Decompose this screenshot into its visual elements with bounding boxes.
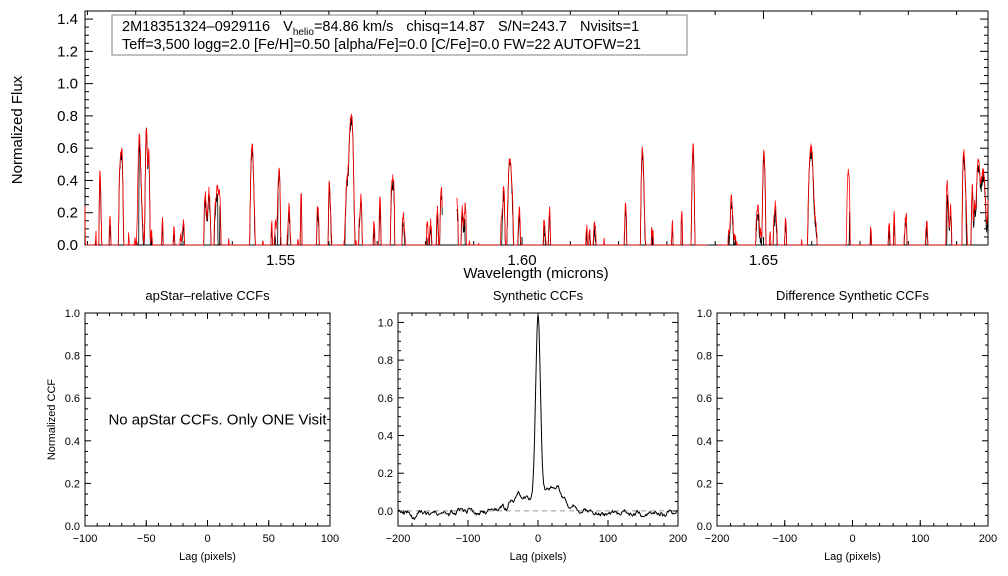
spectrum-y-tick-label: 0.0 xyxy=(57,237,78,254)
ccf-y-tick-label: 0.6 xyxy=(65,393,80,405)
spectrum-x-axis-label: Wavelength (microns) xyxy=(463,265,608,282)
spectrum-y-tick-label: 0.8 xyxy=(57,108,78,125)
ccf-y-tick-label: 1.0 xyxy=(378,317,393,329)
spectrum-x-tick-label: 1.55 xyxy=(266,252,295,269)
ccf-x-tick-label: 200 xyxy=(669,533,687,545)
ccf-y-tick-label: 0.0 xyxy=(378,506,393,518)
ccf-x-tick-label: −200 xyxy=(705,533,730,545)
ccf-y-tick-label: 0.4 xyxy=(65,436,80,448)
ccf-y-tick-label: 1.0 xyxy=(697,308,712,320)
header-object-id: 2M18351324–0929116 xyxy=(122,19,270,35)
ccf-x-tick-label: 0 xyxy=(204,533,210,545)
ccf-y-tick-label: 1.0 xyxy=(65,308,80,320)
ccf-x-axis-label: Lag (pixels) xyxy=(179,551,236,563)
ccf-x-axis-label: Lag (pixels) xyxy=(824,551,881,563)
spectrum-y-tick-label: 0.4 xyxy=(57,172,78,189)
ccf-panel-3: Difference Synthetic CCFs 0.0 0.2 0.4 0.6 0.8… xyxy=(697,288,997,563)
ccf-panel-title: Synthetic CCFs xyxy=(493,288,584,303)
spectrum-x-tick-label: 1.65 xyxy=(749,252,778,269)
header-vhelio-subscript: helio xyxy=(293,27,315,38)
spectrum-panel: 0.0 0.2 0.4 0.6 0.8 1.0 1.2 1.4 1.55 1.60 1.65 Nor… xyxy=(9,10,989,282)
ccf-x-tick-label: 100 xyxy=(911,533,929,545)
ccf-x-tick-label: 100 xyxy=(321,533,339,545)
ccf-empty-message: No apStar CCFs. Only ONE Visit xyxy=(108,412,327,429)
ccf-y-tick-label: 0.4 xyxy=(697,436,712,448)
ccf-panel-1: apStar–relative CCFs 0.0 0.2 0.4 0.6 0.8 1.0 −1… xyxy=(46,288,339,563)
ccf-x-axis-label: Lag (pixels) xyxy=(510,551,567,563)
ccf-x-tick-label: −100 xyxy=(456,533,481,545)
ccf-x-tick-label: −50 xyxy=(137,533,156,545)
header-vhelio-value: =84.86 km/s xyxy=(314,19,393,35)
ccf-y-tick-label: 0.8 xyxy=(378,355,393,367)
spectrum-y-tick-label: 1.2 xyxy=(57,43,78,60)
header-nvisits: Nvisits=1 xyxy=(580,19,639,35)
spectrum-y-tick-label: 1.4 xyxy=(57,11,78,28)
ccf-panel-2: Synthetic CCFs 0.0 0.2 0.4 0.6 0.8 1.0 −200 −100… xyxy=(378,288,687,563)
spectrum-y-tick-label: 0.2 xyxy=(57,205,78,222)
ccf-panel-frame xyxy=(716,312,989,527)
header-info-box: 2M18351324–0929116 Vhelio=84.86 km/s chi… xyxy=(111,14,688,56)
ccf-y-tick-label: 0.4 xyxy=(378,431,393,443)
ccf-x-tick-label: −100 xyxy=(772,533,797,545)
ccf-synthetic-trace xyxy=(397,315,679,520)
ccf-x-tick-label: −200 xyxy=(386,533,411,545)
ccf-y-tick-label: 0.2 xyxy=(378,468,393,480)
ccf-y-tick-label: 0.6 xyxy=(697,393,712,405)
ccf-x-tick-label: 0 xyxy=(535,533,541,545)
spectrum-curves xyxy=(84,113,989,246)
spectrum-y-axis-label: Normalized Flux xyxy=(9,75,26,184)
header-chisq: chisq=14.87 xyxy=(406,19,485,35)
ccf-y-tick-label: 0.2 xyxy=(697,478,712,490)
ccf-y-tick-label: 0.0 xyxy=(697,521,712,533)
spectrum-y-tick-label: 1.0 xyxy=(57,76,78,93)
ccf-panels-row: apStar–relative CCFs 0.0 0.2 0.4 0.6 0.8 1.0 −1… xyxy=(46,288,997,563)
header-snr: S/N=243.7 xyxy=(498,19,567,35)
header-vhelio-label: V xyxy=(283,19,293,35)
ccf-x-tick-label: 100 xyxy=(599,533,617,545)
spectrum-model-trace xyxy=(84,113,989,246)
ccf-y-tick-label: 0.0 xyxy=(65,521,80,533)
ccf-x-tick-label: 0 xyxy=(849,533,855,545)
ccf-x-tick-label: −100 xyxy=(73,533,98,545)
ccf-panel-title: apStar–relative CCFs xyxy=(145,288,270,303)
ccf-panel-title: Difference Synthetic CCFs xyxy=(776,288,929,303)
ccf-y-tick-label: 0.8 xyxy=(65,351,80,363)
ccf-y-axis-label: Normalized CCF xyxy=(46,379,58,461)
ccf-panel-frame xyxy=(397,312,679,527)
header-line-2: Teff=3,500 logg=2.0 [Fe/H]=0.50 [alpha/F… xyxy=(122,37,641,53)
ccf-x-tick-label: 50 xyxy=(263,533,275,545)
spectrum-y-tick-label: 0.6 xyxy=(57,140,78,157)
spectrum-x-tick-label: 1.60 xyxy=(507,252,536,269)
ccf-x-tick-label: 200 xyxy=(979,533,997,545)
ccf-y-tick-label: 0.8 xyxy=(697,351,712,363)
ccf-y-tick-label: 0.6 xyxy=(378,393,393,405)
header-box-frame xyxy=(111,14,688,56)
ccf-y-tick-label: 0.2 xyxy=(65,478,80,490)
header-line-1: 2M18351324–0929116 Vhelio=84.86 km/s chi… xyxy=(122,19,639,38)
